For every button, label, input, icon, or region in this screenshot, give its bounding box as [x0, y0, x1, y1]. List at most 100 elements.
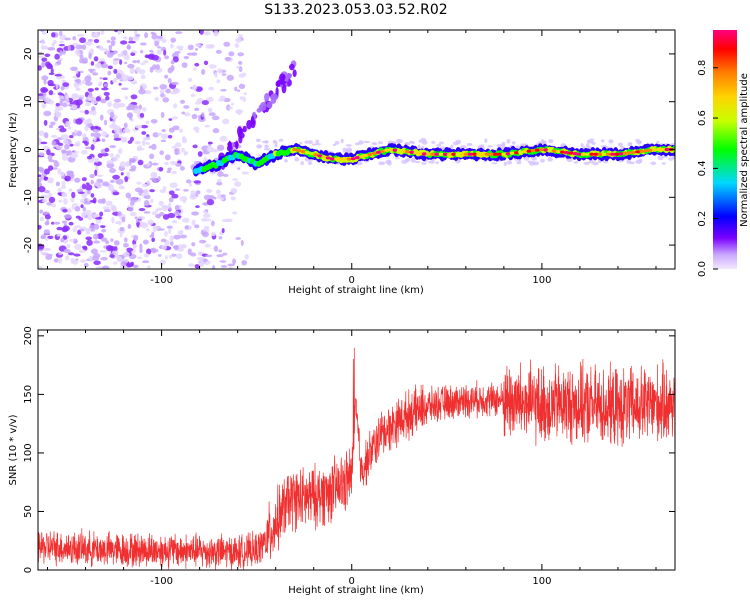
carrier-halo — [340, 138, 344, 144]
noise-speckle — [101, 138, 106, 143]
noise-speckle — [120, 50, 128, 57]
noise-speckle — [135, 33, 141, 37]
noise-speckle — [40, 41, 46, 44]
noise-speckle — [103, 91, 110, 96]
carrier-band-core — [622, 151, 628, 155]
carrier-halo — [334, 140, 340, 145]
noise-speckle — [156, 49, 162, 55]
noise-speckle — [106, 39, 111, 43]
noise-speckle — [190, 190, 196, 196]
noise-speckle — [171, 145, 177, 149]
noise-speckle — [156, 207, 162, 211]
carrier-band-core — [593, 152, 599, 156]
noise-speckle — [223, 41, 231, 47]
carrier-band-core — [530, 148, 536, 153]
carrier-band-core — [656, 147, 662, 152]
noise-speckle — [222, 118, 230, 125]
colorbar-ticks: 0.0 0.2 0.4 0.6 0.8 — [697, 60, 718, 277]
carrier-halo — [650, 161, 657, 165]
noise-speckle — [86, 155, 93, 160]
carrier-band-core — [342, 157, 348, 161]
noise-speckle — [100, 257, 108, 261]
noise-speckle — [51, 32, 56, 38]
noise-speckle — [201, 218, 208, 222]
noise-speckle — [92, 96, 96, 101]
carrier-band-core — [396, 149, 402, 153]
noise-speckle — [171, 81, 179, 86]
noise-speckle — [100, 98, 107, 104]
carrier-halo — [421, 162, 427, 165]
noise-speckle — [177, 248, 185, 252]
noise-speckle — [121, 136, 125, 143]
spectrogram-ylabel: Frequency (Hz) — [8, 112, 19, 188]
noise-speckle — [228, 106, 233, 110]
snr-xtick-label: 100 — [532, 576, 551, 587]
noise-speckle — [212, 128, 220, 134]
noise-speckle — [59, 50, 63, 57]
noise-speckle — [232, 188, 237, 195]
carrier-halo — [541, 140, 547, 144]
noise-speckle — [48, 177, 54, 184]
carrier-halo — [661, 162, 666, 165]
noise-speckle — [211, 115, 220, 121]
carrier-band-core — [509, 151, 515, 155]
noise-speckle — [195, 190, 201, 195]
noise-speckle — [141, 139, 146, 147]
carrier-halo — [540, 158, 545, 163]
noise-speckle — [222, 252, 228, 256]
noise-speckle — [122, 251, 130, 258]
noise-speckle — [75, 87, 81, 91]
noise-speckle — [92, 197, 97, 204]
carrier-band-core — [346, 157, 352, 161]
carrier-band-core — [660, 147, 666, 152]
noise-speckle — [120, 40, 128, 45]
noise-speckle — [159, 259, 166, 265]
noise-speckle — [46, 219, 50, 225]
noise-speckle — [130, 52, 136, 57]
noise-speckle — [171, 171, 177, 175]
noise-speckle — [160, 93, 165, 98]
noise-speckle — [99, 114, 104, 121]
noise-speckle — [47, 165, 54, 171]
carrier-halo — [264, 140, 269, 144]
noise-speckle — [141, 260, 150, 264]
noise-speckle — [38, 224, 42, 230]
noise-speckle — [137, 147, 145, 151]
carrier-band-core — [664, 147, 670, 152]
noise-speckle — [215, 189, 221, 195]
carrier-band-core — [421, 152, 427, 156]
carrier-band-core — [325, 156, 331, 160]
noise-speckle — [221, 218, 230, 223]
noise-speckle — [174, 142, 182, 148]
noise-speckle — [41, 175, 45, 181]
carrier-halo — [417, 144, 421, 149]
noise-speckle — [231, 102, 235, 106]
colorbar: 0.0 0.2 0.4 0.6 0.8 Normalized spectral ampl… — [697, 30, 750, 277]
noise-speckle — [143, 211, 151, 214]
noise-speckle — [48, 196, 56, 204]
noise-speckle — [43, 247, 51, 252]
carrier-halo — [487, 145, 494, 148]
noise-speckle — [104, 147, 110, 152]
noise-speckle — [94, 87, 99, 91]
noise-speckle — [159, 84, 168, 90]
noise-speckle — [238, 66, 243, 73]
noise-speckle — [59, 40, 64, 44]
carrier-band-core — [555, 149, 561, 154]
noise-speckle — [181, 62, 188, 69]
carrier-band-core — [601, 152, 607, 156]
noise-speckle — [114, 30, 119, 33]
noise-speckle — [207, 107, 213, 113]
noise-speckle — [130, 94, 138, 100]
noise-speckle — [93, 132, 101, 138]
carrier-halo — [299, 141, 303, 145]
noise-speckle — [191, 211, 200, 216]
noise-speckle — [147, 265, 151, 269]
noise-speckle — [41, 75, 49, 81]
noise-speckle — [239, 96, 244, 100]
noise-speckle — [211, 232, 216, 237]
noise-speckle — [60, 171, 65, 177]
carrier-band-core — [568, 151, 574, 155]
noise-speckle — [39, 209, 43, 214]
noise-speckle — [123, 36, 128, 40]
